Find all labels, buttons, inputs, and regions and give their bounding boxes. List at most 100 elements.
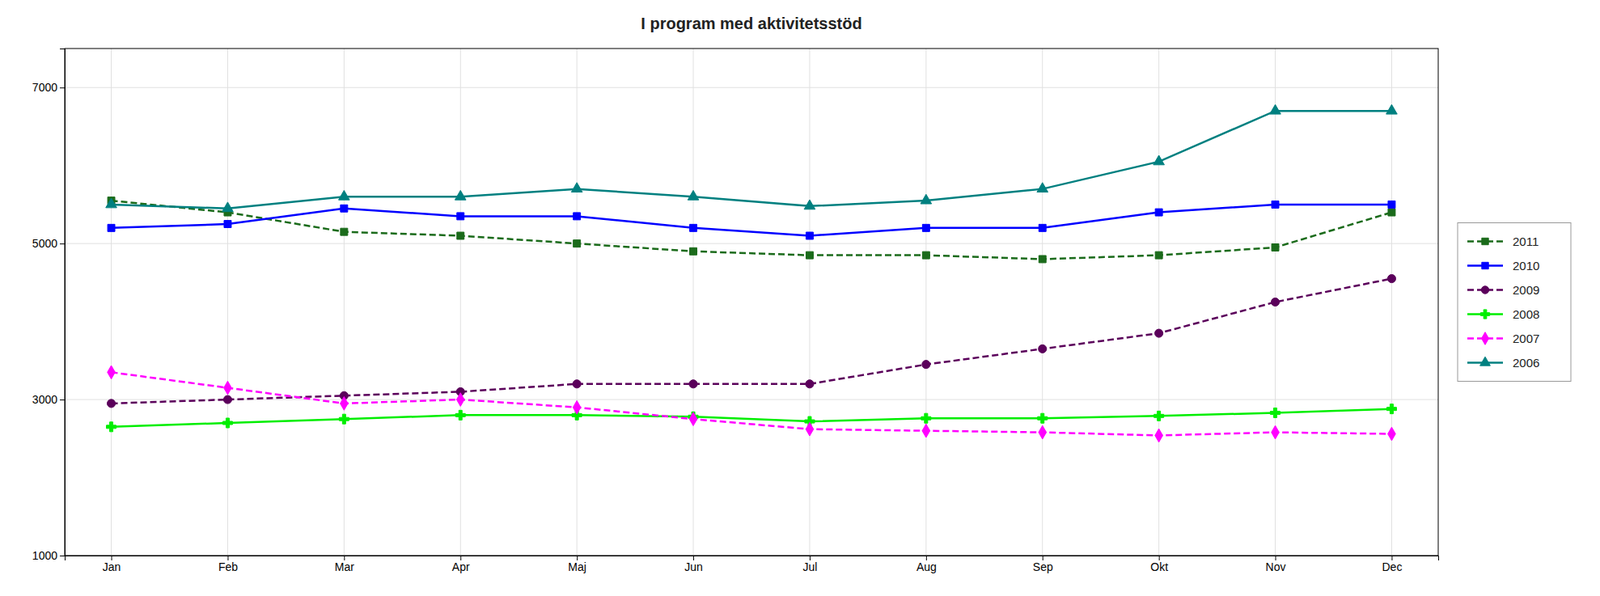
y-tick: 1000: [32, 549, 65, 563]
series-marker: [1270, 297, 1279, 306]
x-tick: Aug: [916, 555, 937, 574]
legend-item: 2010: [1467, 258, 1540, 273]
grid-line-x: [343, 48, 345, 556]
chart-title: I program med aktivitetsstöd: [640, 14, 862, 33]
legend-marker: [1481, 262, 1489, 269]
grid-line-x: [693, 48, 695, 556]
x-tick: Apr: [452, 555, 470, 574]
series-marker: [805, 232, 813, 240]
x-tick: Nov: [1265, 555, 1287, 574]
series-marker: [338, 414, 349, 424]
series-marker: [223, 395, 232, 404]
series-marker: [922, 360, 931, 369]
x-tick-label: Sep: [1032, 560, 1054, 574]
series-marker: [687, 190, 699, 200]
grid-line-x: [1391, 48, 1393, 556]
series: [105, 104, 1397, 212]
legend-marker: [1481, 237, 1489, 245]
series-line: [111, 110, 1393, 209]
series-marker: [805, 380, 814, 389]
series-marker: [922, 423, 931, 438]
y-tick-label: 1000: [32, 549, 58, 563]
series-marker: [573, 240, 581, 248]
legend-item: 2006: [1467, 355, 1540, 370]
series-marker: [1388, 200, 1396, 208]
series-marker: [920, 194, 932, 204]
plot: JanFebMarAprMajJunJulAugSepOktNovDec1000…: [32, 48, 1440, 574]
series-marker: [338, 190, 351, 200]
legend-label: 2010: [1512, 258, 1540, 273]
series-marker: [1038, 255, 1046, 263]
grid-line-x: [460, 48, 462, 556]
series-marker: [1271, 200, 1279, 208]
series-marker: [689, 412, 698, 427]
series-marker: [222, 202, 234, 212]
y-axis: 1000300050007000: [32, 49, 66, 563]
series-marker: [805, 251, 813, 259]
series-marker: [1153, 155, 1165, 166]
series-marker: [340, 228, 348, 236]
series-marker: [804, 199, 816, 210]
grid-line-x: [227, 48, 229, 556]
x-tick: Sep: [1032, 555, 1054, 574]
y-tick-mark: [59, 555, 65, 557]
x-axis-line: [65, 556, 1440, 562]
chart-container: JanFebMarAprMajJunJulAugSepOktNovDec1000…: [0, 0, 1600, 596]
series-marker: [222, 418, 233, 428]
series-marker: [340, 397, 349, 411]
series-marker: [1386, 104, 1398, 115]
grid-line-x: [808, 48, 810, 556]
y-tick-mark: [59, 87, 65, 89]
x-tick-label: Nov: [1265, 560, 1287, 574]
series: [107, 365, 1396, 443]
x-tick-label: Feb: [218, 560, 238, 574]
legend-marker: [1480, 309, 1490, 319]
series-marker: [1155, 329, 1164, 338]
x-tick-label: Aug: [916, 560, 937, 574]
series-marker: [1386, 404, 1397, 415]
series-marker: [1037, 413, 1048, 424]
grid-line-x: [925, 48, 927, 556]
legend-label: 2008: [1512, 307, 1540, 322]
legend-label: 2006: [1512, 355, 1540, 370]
series-marker: [1037, 182, 1049, 193]
grid: [64, 48, 1439, 556]
series: [107, 197, 1396, 263]
legend-marker: [1481, 332, 1490, 346]
series-marker: [922, 224, 930, 232]
x-tick-label: Jun: [684, 560, 703, 574]
series-marker: [454, 190, 466, 200]
series-marker: [106, 422, 117, 432]
series-marker: [1271, 425, 1280, 440]
grid-line-y: [64, 243, 1439, 245]
y-axis-line: [59, 49, 66, 557]
series-marker: [105, 198, 118, 208]
x-tick-label: Apr: [452, 560, 470, 574]
series-marker: [689, 380, 698, 389]
series-marker: [1038, 425, 1047, 440]
series-marker: [1038, 224, 1046, 232]
y-tick: 7000: [32, 80, 65, 94]
grid-line-y: [64, 399, 1439, 401]
legend: 201120102009200820072006: [1457, 223, 1571, 382]
x-axis: JanFebMarAprMajJunJulAugSepOktNovDec: [65, 555, 1440, 574]
y-tick-mark: [59, 399, 65, 401]
x-tick: Okt: [1150, 555, 1169, 574]
series-marker: [572, 400, 581, 415]
x-tick: Mar: [334, 555, 355, 574]
data-marks: [105, 104, 1397, 442]
series-marker: [1038, 344, 1047, 353]
series-line: [111, 372, 1393, 436]
series-marker: [107, 365, 116, 380]
series-marker: [1155, 251, 1163, 259]
series-line: [111, 200, 1393, 259]
legend-item: 2011: [1467, 234, 1539, 249]
grid-line-x: [1158, 48, 1160, 556]
legend-item: 2007: [1467, 331, 1540, 346]
x-tick: Dec: [1381, 555, 1402, 574]
series-marker: [224, 220, 232, 229]
series-marker: [689, 224, 698, 232]
x-tick: Jul: [802, 555, 817, 574]
series-marker: [456, 393, 465, 407]
series-marker: [922, 251, 930, 259]
